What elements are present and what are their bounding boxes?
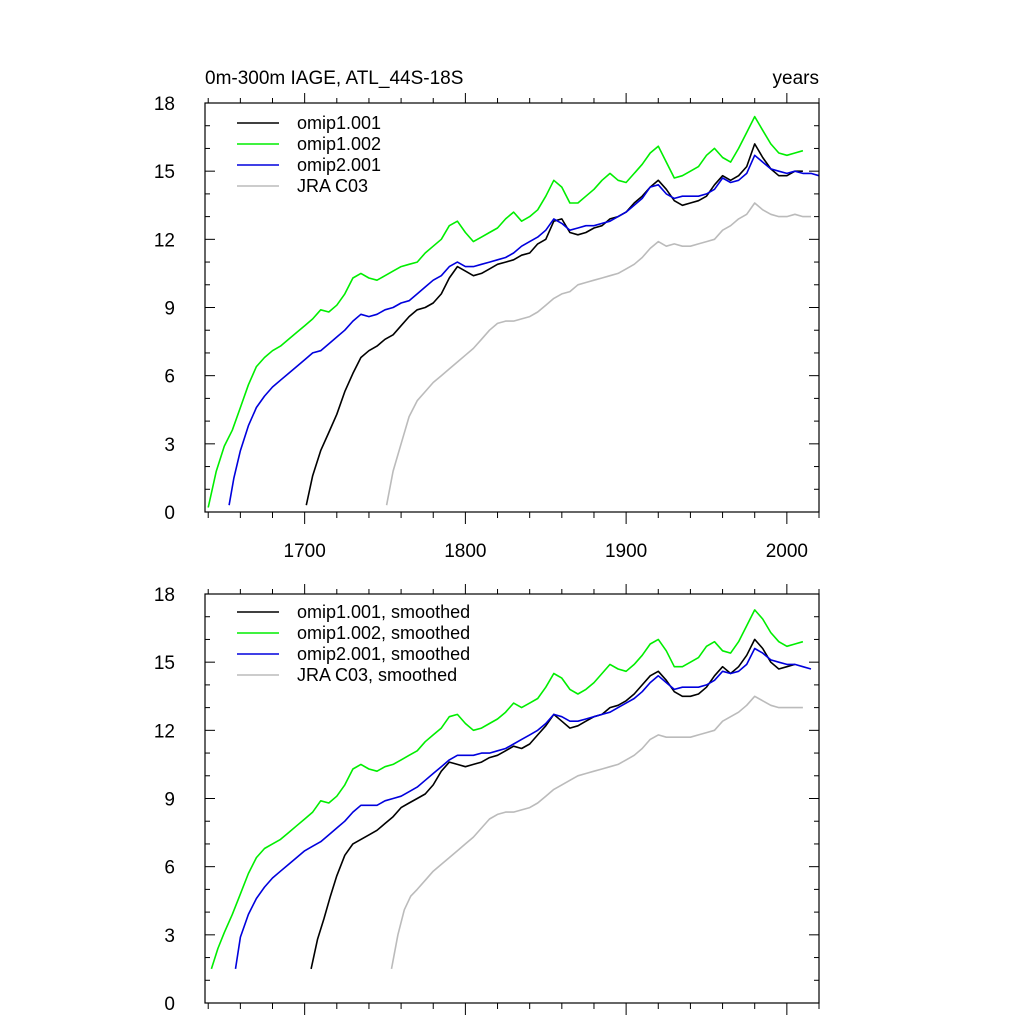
bottom-panel-series (210, 609, 812, 970)
series-line-3 (385, 202, 811, 506)
y-tick-label: 18 (154, 94, 175, 115)
series-line-0 (305, 143, 803, 506)
legend-label: omip2.001 (297, 155, 381, 175)
series-line-3 (390, 695, 803, 970)
legend-label: omip1.001, smoothed (297, 602, 470, 622)
y-tick-label: 9 (164, 790, 175, 811)
top-panel: 0m-300m IAGE, ATL_44S-18S years 0 3 6 9 12 15… (154, 68, 820, 562)
bottom-panel-ticks: 0 3 6 9 12 15 18 (154, 584, 820, 1015)
top-panel-frame (204, 102, 820, 513)
legend-label: JRA C03, smoothed (297, 665, 457, 685)
y-tick-label: 12 (154, 230, 175, 251)
y-tick-label: 6 (164, 367, 175, 388)
bottom-panel: 0 3 6 9 12 15 18 omip1.001, smoothedomip1.002,… (154, 584, 820, 1015)
y-tick-label: 3 (164, 926, 175, 947)
y-tick-label: 0 (164, 503, 175, 524)
series-line-1 (207, 115, 804, 508)
y-tick-label: 3 (164, 435, 175, 456)
legend-label: omip1.002 (297, 134, 381, 154)
y-tick-label: 15 (154, 162, 175, 183)
y-tick-label: 0 (164, 994, 175, 1015)
top-panel-series (207, 115, 820, 508)
y-tick-label: 12 (154, 721, 175, 742)
bottom-panel-frame (204, 593, 820, 1004)
top-panel-title: 0m-300m IAGE, ATL_44S-18S (205, 68, 463, 89)
y-tick-label: 6 (164, 858, 175, 879)
y-tick-label: 18 (154, 585, 175, 606)
legend-label: omip2.001, smoothed (297, 644, 470, 664)
y-tick-label: 15 (154, 653, 175, 674)
top-panel-ticks: 0 3 6 9 12 15 18 1700 1800 1900 2000 (154, 93, 820, 562)
x-tick-label: 1900 (605, 541, 647, 562)
legend-label: omip1.001 (297, 113, 381, 133)
series-line-1 (210, 609, 804, 970)
series-line-2 (228, 154, 820, 506)
legend-label: omip1.002, smoothed (297, 623, 470, 643)
x-tick-label: 1800 (444, 541, 486, 562)
legend-label: JRA C03 (297, 176, 368, 196)
y-tick-label: 9 (164, 299, 175, 320)
x-tick-label: 2000 (766, 541, 808, 562)
series-line-2 (234, 647, 812, 970)
x-tick-label: 1700 (284, 541, 326, 562)
top-panel-units: years (773, 68, 819, 89)
